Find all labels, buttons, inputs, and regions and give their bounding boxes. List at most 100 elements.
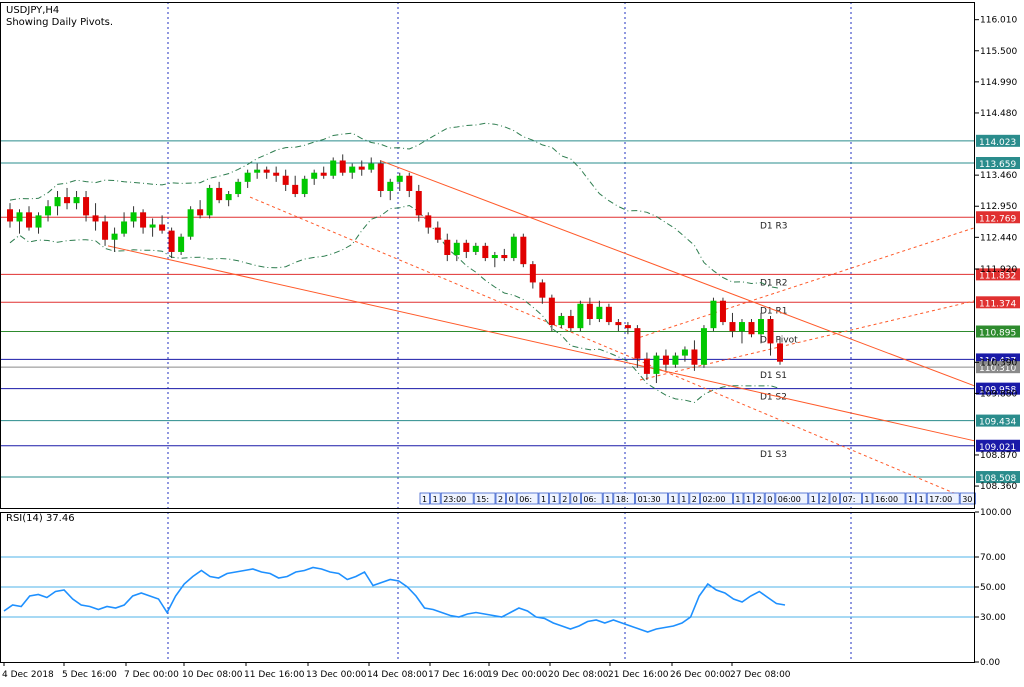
candle-body-6 xyxy=(54,197,61,207)
pivot-name-11: D1 S3 xyxy=(760,450,787,460)
candle-body-24 xyxy=(225,194,232,201)
time-strip-cell-10 xyxy=(559,492,571,505)
time-strip-label-15: 01:30 xyxy=(638,495,661,504)
rsi-tick-label-5: 0.00 xyxy=(980,658,1000,668)
chart-symbol-title: USDJPY,H4 xyxy=(6,5,59,16)
candle-body-34 xyxy=(320,172,327,176)
time-strip-cell-30 xyxy=(872,492,906,505)
time-strip-label-12: 06: xyxy=(583,495,596,504)
time-strip-label-13: 1 xyxy=(605,495,610,504)
candle-body-74 xyxy=(700,328,707,365)
time-strip-label-14: 18: xyxy=(616,495,629,504)
time-strip-cell-21 xyxy=(743,492,755,505)
rsi-title: RSI(14) 37.46 xyxy=(6,513,75,524)
pivot-price-label-9: 109.958 xyxy=(979,386,1016,396)
x-axis-label-3: 7 Dec 00:00 xyxy=(124,670,179,680)
time-strip-cell-11 xyxy=(570,492,581,505)
time-strip-label-32: 1 xyxy=(919,495,924,504)
candle-body-2 xyxy=(16,212,23,222)
candle-body-71 xyxy=(672,355,679,365)
candle-body-60 xyxy=(567,315,574,329)
time-strip-label-25: 1 xyxy=(811,495,816,504)
candle-body-31 xyxy=(292,184,299,195)
pivot-price-box-8 xyxy=(976,361,1020,374)
pivot-price-label-4: 111.832 xyxy=(979,271,1016,281)
candle-body-33 xyxy=(311,172,318,179)
time-strip-label-1: 1 xyxy=(422,495,427,504)
candle-body-25 xyxy=(235,181,242,195)
candle-body-63 xyxy=(596,306,603,320)
candlesticks xyxy=(7,154,783,384)
price-tick-label-2: 115.500 xyxy=(980,47,1017,57)
candle-body-23 xyxy=(216,187,223,201)
candle-body-8 xyxy=(73,197,80,204)
x-axis-label-10: 20 Dec 08:00 xyxy=(548,670,609,680)
time-strip-cell-5 xyxy=(495,492,507,505)
candle-body-21 xyxy=(197,209,204,216)
pivot-price-label-5: 111.374 xyxy=(979,299,1016,309)
candle-body-5 xyxy=(45,206,52,216)
candle-body-55 xyxy=(520,236,527,265)
pivot-price-box-12 xyxy=(976,471,1020,484)
candle-body-49 xyxy=(463,242,470,252)
time-strip-label-31: 1 xyxy=(908,495,913,504)
time-strip-label-16: 1 xyxy=(671,495,676,504)
pivot-price-box-2 xyxy=(976,157,1020,170)
candle-body-41 xyxy=(387,181,394,191)
time-strip-cell-25 xyxy=(808,492,819,505)
candle-body-12 xyxy=(111,233,118,240)
time-strip-cell-20 xyxy=(733,492,744,505)
candle-body-54 xyxy=(510,236,517,259)
time-strip-label-26: 2 xyxy=(821,495,826,504)
time-strip-cell-3 xyxy=(440,492,474,505)
candle-body-38 xyxy=(358,166,365,170)
time-strip-label-7: 06: xyxy=(519,495,532,504)
price-tick-label-4: 114.480 xyxy=(980,109,1017,119)
price-tick-label-7: 112.440 xyxy=(980,233,1017,243)
candle-body-9 xyxy=(83,197,90,216)
candle-body-79 xyxy=(748,322,755,335)
pivot-price-label-12: 108.508 xyxy=(979,474,1016,484)
time-strip-label-24: 06:00 xyxy=(778,495,801,504)
time-strip-cell-12 xyxy=(581,492,603,505)
time-strip-cell-26 xyxy=(819,492,830,505)
time-strip-cell-29 xyxy=(862,492,873,505)
pivot-price-label-2: 113.659 xyxy=(979,160,1016,170)
x-axis-label-12: 26 Dec 00:00 xyxy=(670,670,731,680)
time-strip-cell-1 xyxy=(419,492,431,505)
time-strip-label-18: 2 xyxy=(692,495,697,504)
candle-body-29 xyxy=(273,172,280,176)
candle-body-51 xyxy=(482,245,489,259)
trend-line-lower xyxy=(107,245,976,442)
trend-line-upper xyxy=(379,160,976,387)
time-strip-cell-9 xyxy=(549,492,560,505)
trend-lines[interactable] xyxy=(107,160,976,503)
x-axis-label-6: 13 Dec 00:00 xyxy=(306,670,367,680)
candle-body-80 xyxy=(757,319,764,335)
time-strip-cell-33 xyxy=(926,492,960,505)
candle-body-36 xyxy=(339,160,346,173)
price-tick-label-3: 114.990 xyxy=(980,78,1017,88)
pivot-price-box-1 xyxy=(976,134,1020,147)
time-strip-label-9: 1 xyxy=(552,495,557,504)
pivot-price-box-5 xyxy=(976,296,1020,309)
candle-body-76 xyxy=(719,300,726,323)
pivot-price-label-6: 110.895 xyxy=(979,329,1016,339)
time-strip-cell-6 xyxy=(506,492,517,505)
candle-body-10 xyxy=(92,215,99,222)
band-lower xyxy=(9,204,781,404)
time-strip-label-23: 0 xyxy=(767,495,772,504)
candle-body-45 xyxy=(425,215,432,228)
candle-body-14 xyxy=(130,212,137,222)
candle-body-39 xyxy=(368,163,375,170)
time-strip-cell-14 xyxy=(613,492,635,505)
time-strip-label-11: 0 xyxy=(573,495,578,504)
candle-body-35 xyxy=(330,160,337,176)
candle-body-57 xyxy=(539,282,546,298)
time-strip-label-6: 0 xyxy=(509,495,514,504)
pivot-name-9: D1 S2 xyxy=(760,393,787,403)
rsi-line xyxy=(3,566,786,633)
time-strip-cell-13 xyxy=(602,492,614,505)
